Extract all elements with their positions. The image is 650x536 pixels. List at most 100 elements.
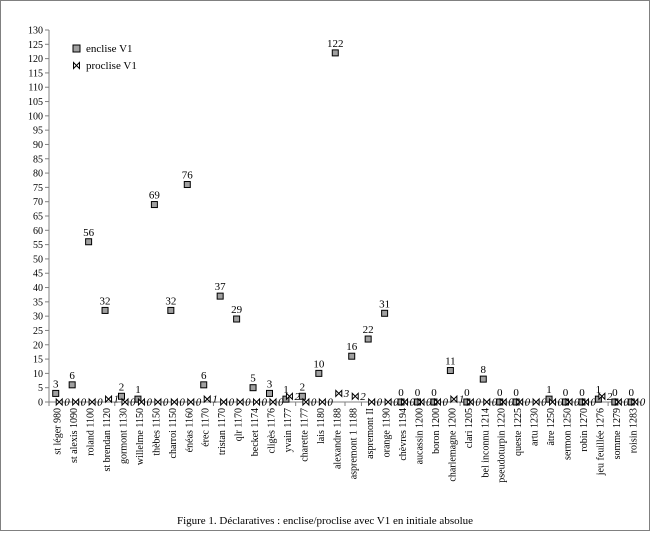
x-category-label: boron 1200 — [431, 408, 442, 454]
enclise-point — [479, 375, 487, 383]
x-category-label: yvain 1177 — [283, 408, 294, 452]
y-tick-label: 60 — [33, 226, 43, 237]
x-category-label: thèbes 1150 — [151, 408, 162, 456]
proclise-data-label: 2 — [294, 391, 300, 403]
y-tick-label: 50 — [33, 254, 43, 265]
enclise-data-label: 0 — [497, 387, 503, 399]
enclise-data-label: 37 — [215, 281, 227, 293]
proclise-point — [598, 392, 606, 401]
y-tick-label: 110 — [28, 83, 43, 94]
enclise-point — [233, 315, 241, 323]
y-tick-label: 85 — [33, 154, 43, 165]
enclise-point — [150, 201, 158, 209]
enclise-data-label: 10 — [313, 358, 325, 370]
enclise-point — [200, 381, 208, 389]
y-tick-label: 0 — [38, 398, 43, 409]
x-category-label: charlemagne 1200 — [447, 408, 458, 482]
x-axis-ticks: st léger 980 st alexis 1090 roland 1100 st … — [48, 402, 642, 483]
enclise-data-label: 31 — [379, 298, 390, 310]
x-category-label: roland 1100 — [86, 408, 97, 456]
enclise-data-label: 6 — [69, 370, 75, 382]
proclise-data-label: 0 — [377, 397, 383, 409]
x-category-label: aspremont 1 1188 — [349, 408, 360, 479]
y-tick-label: 15 — [33, 355, 43, 366]
x-category-label: aspremont II — [365, 408, 376, 459]
y-tick-label: 25 — [33, 326, 43, 337]
x-category-label: tristan 1170 — [217, 408, 228, 455]
enclise-data-label: 0 — [612, 387, 618, 399]
proclise-data-label: 1 — [459, 394, 465, 406]
proclise-data-label: 0 — [492, 397, 498, 409]
legend-bowtie-shape — [73, 61, 80, 70]
y-tick-label: 20 — [33, 340, 43, 351]
x-category-label: becket 1174 — [250, 408, 261, 456]
enclise-point — [216, 292, 224, 300]
proclise-data-label: 0 — [541, 397, 547, 409]
x-category-label: queste 1225 — [513, 408, 524, 456]
x-category-label: lais 1180 — [316, 408, 327, 444]
proclise-data-label: 2 — [360, 391, 366, 403]
proclise-point — [285, 392, 293, 401]
enclise-data-label: 1 — [283, 384, 289, 396]
enclise-point — [315, 369, 323, 377]
enclise-data-label: 6 — [201, 370, 207, 382]
y-tick-label: 105 — [28, 97, 43, 108]
proclise-point — [318, 397, 326, 407]
proclise-point — [154, 397, 162, 407]
proclise-data-label: 0 — [590, 397, 596, 409]
x-category-label: pseudoturpin 1220 — [497, 408, 508, 483]
enclise-data-label: 76 — [182, 170, 194, 182]
enclise-point — [266, 389, 273, 397]
legend-label-proclise: proclise V1 — [86, 60, 137, 72]
proclise-data-label: 0 — [97, 397, 103, 409]
series-proclise-v1: 0 0 0 1 0 0 0 0 0 1 0 0 0 0 2 0 03 2 0 0 0 0 0 1 0 0 0 0 0 0 0 0 2 0 0 — [55, 388, 646, 409]
x-category-label: bel inconnu 1214 — [480, 408, 491, 477]
proclise-data-label: 0 — [393, 397, 399, 409]
proclise-point — [88, 397, 96, 407]
y-tick-label: 30 — [33, 312, 43, 323]
enclise-data-label: 22 — [363, 324, 374, 336]
x-category-label: chèvres 1194 — [398, 408, 409, 461]
enclise-point — [348, 352, 356, 360]
enclise-point — [331, 49, 339, 57]
enclise-data-label: 2 — [300, 381, 306, 393]
proclise-point — [72, 397, 80, 407]
enclise-data-label: 0 — [398, 387, 404, 399]
enclise-data-label: 69 — [149, 190, 161, 202]
x-category-label: jeu feuillée 1276 — [595, 408, 606, 476]
proclise-point — [236, 397, 244, 407]
proclise-point — [187, 397, 195, 407]
enclise-data-label: 16 — [346, 341, 358, 353]
proclise-data-label: 0 — [410, 397, 416, 409]
proclise-data-label: 0 — [623, 397, 629, 409]
proclise-point — [302, 397, 310, 407]
proclise-point — [253, 397, 261, 407]
proclise-point — [631, 397, 639, 407]
enclise-data-label: 0 — [415, 387, 421, 399]
proclise-point — [401, 397, 409, 407]
enclise-data-label: 32 — [165, 295, 176, 307]
proclise-data-label: 0 — [426, 397, 432, 409]
proclise-data-label: 0 — [475, 397, 481, 409]
enclise-data-label: 1 — [546, 384, 552, 396]
proclise-data-label: 0 — [146, 397, 152, 409]
enclise-data-label: 0 — [464, 387, 470, 399]
enclise-data-label: 0 — [513, 387, 519, 399]
y-tick-label: 125 — [28, 40, 43, 51]
enclise-data-label: 32 — [100, 295, 111, 307]
y-tick-label: 5 — [38, 383, 43, 394]
proclise-data-label: 0 — [525, 397, 531, 409]
enclise-data-label: 29 — [231, 304, 243, 316]
y-tick-label: 55 — [33, 240, 43, 251]
x-category-label: gormont 1130 — [119, 408, 130, 464]
proclise-data-label: 0 — [163, 397, 169, 409]
proclise-point — [335, 389, 343, 398]
x-category-label: willelme 1150 — [135, 408, 146, 465]
proclise-data-label: 0 — [311, 397, 317, 409]
enclise-data-label: 8 — [481, 364, 487, 376]
proclise-data-label: 0 — [179, 397, 185, 409]
proclise-point — [499, 397, 507, 407]
proclise-data-label: 0 — [64, 397, 70, 409]
x-category-label: qlr 1170 — [234, 408, 245, 441]
